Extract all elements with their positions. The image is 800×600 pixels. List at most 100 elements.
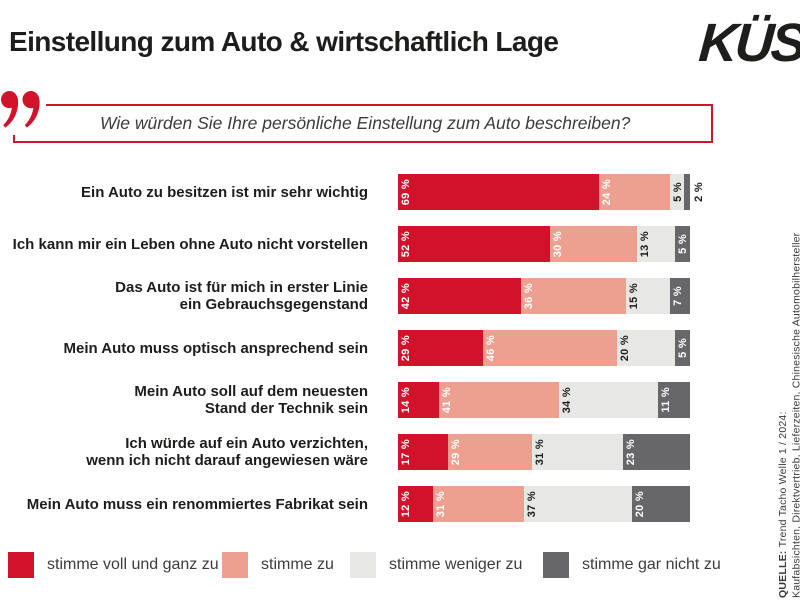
- source-note: QUELLE: Trend Tacho Welle 1 / 2024: Kauf…: [777, 140, 800, 598]
- legend-item: stimme weniger zu: [350, 552, 522, 578]
- source-line-2: Kaufabsichten, Direktvertrieb, Lieferzei…: [790, 232, 800, 598]
- stacked-bar: 12 % 31 % 37 % 20 %: [398, 486, 690, 522]
- percent-label: 69 %: [400, 178, 412, 206]
- bar-segment: 52 %: [398, 226, 550, 262]
- legend-swatch: [8, 552, 34, 578]
- legend-item: stimme zu: [222, 552, 334, 578]
- percent-label: 15 %: [627, 282, 640, 310]
- legend: stimme voll und ganz zu stimme zu stimme w…: [0, 552, 800, 582]
- chart-row: Mein Auto soll auf dem neuesten Stand der…: [0, 382, 730, 418]
- question-text: Wie würden Sie Ihre persönliche Einstell…: [100, 113, 631, 133]
- percent-label: 5 %: [671, 182, 684, 202]
- bar-segment: 31 %: [532, 434, 623, 470]
- percent-label-outside: 2 %: [693, 182, 705, 202]
- bar-segment: 36 %: [520, 278, 626, 314]
- percent-label: 20 %: [618, 334, 631, 362]
- legend-item: stimme gar nicht zu: [543, 552, 721, 578]
- bar-segment: 14 %: [398, 382, 439, 418]
- category-label: Ich kann mir ein Leben ohne Auto nicht v…: [12, 235, 368, 253]
- legend-label: stimme gar nicht zu: [582, 556, 721, 573]
- legend-label: stimme voll und ganz zu: [47, 556, 219, 573]
- bar-segment: 5 %: [675, 330, 690, 366]
- bar-segment: 29 %: [398, 330, 483, 366]
- legend-label: stimme weniger zu: [389, 556, 523, 573]
- percent-label: 31 %: [435, 490, 448, 518]
- stacked-bar: 69 % 24 % 5 %: [398, 174, 690, 210]
- stacked-bar: 14 % 41 % 34 % 11 %: [398, 382, 690, 418]
- bar-segment: 5 %: [675, 226, 690, 262]
- legend-swatch: [222, 552, 248, 578]
- percent-label: 30 %: [551, 230, 564, 258]
- kues-logo: KÜS: [696, 13, 800, 73]
- chart-row: Ich kann mir ein Leben ohne Auto nicht v…: [0, 226, 730, 262]
- bar-segment: 23 %: [622, 434, 690, 470]
- stacked-bar: 42 % 36 % 15 % 7 %: [398, 278, 690, 314]
- bar-segment: 7 %: [669, 278, 690, 314]
- bar-segment: 24 %: [599, 174, 670, 210]
- question-box: Wie würden Sie Ihre persönliche Einstell…: [13, 104, 713, 143]
- bar-segment: 13 %: [637, 226, 676, 262]
- chart-row: Ich würde auf ein Auto verzichten, wenn i…: [0, 434, 730, 470]
- bar-segment: 20 %: [631, 486, 690, 522]
- percent-label: 41 %: [440, 386, 453, 414]
- legend-swatch: [543, 552, 569, 578]
- percent-label: 23 %: [624, 438, 637, 466]
- category-label: Ein Auto zu besitzen ist mir sehr wichti…: [81, 183, 368, 201]
- legend-item: stimme voll und ganz zu: [8, 552, 219, 578]
- bar-segment: 31 %: [433, 486, 524, 522]
- percent-label: 34 %: [560, 386, 573, 414]
- percent-label: 7 %: [671, 286, 684, 306]
- bar-segment: 46 %: [482, 330, 617, 366]
- quote-mark-icon: [1, 91, 40, 128]
- percent-label: 29 %: [449, 438, 462, 466]
- category-label: Mein Auto muss optisch ansprechend sein: [63, 339, 369, 357]
- stacked-bar: 17 % 29 % 31 % 23 %: [398, 434, 690, 470]
- category-label: Mein Auto soll auf dem neuesten Stand der…: [134, 383, 368, 417]
- bar-segment: 5 %: [669, 174, 685, 210]
- bar-segment: 30 %: [549, 226, 638, 262]
- category-label: Ich würde auf ein Auto verzichten, wenn i…: [86, 435, 368, 469]
- percent-label: 31 %: [534, 438, 547, 466]
- percent-label: 36 %: [522, 282, 535, 310]
- percent-label: 24 %: [601, 178, 614, 206]
- percent-label: 37 %: [525, 490, 538, 518]
- percent-label: 17 %: [400, 438, 412, 466]
- bar-segment: 15 %: [625, 278, 670, 314]
- percent-label: 52 %: [400, 230, 412, 258]
- chart-row: Ein Auto zu besitzen ist mir sehr wichti…: [0, 174, 730, 210]
- bar-segment: 11 %: [657, 382, 690, 418]
- category-label: Das Auto ist für mich in erster Linie ein…: [115, 279, 368, 313]
- bar-segment: 17 %: [398, 434, 448, 470]
- bar-segment: 29 %: [447, 434, 533, 470]
- page-title: Einstellung zum Auto & wirtschaftlich La…: [9, 26, 559, 57]
- category-label: Mein Auto muss ein renommiertes Fabrikat…: [26, 495, 368, 513]
- bar-segment: 42 %: [398, 278, 521, 314]
- stacked-bar: 52 % 30 % 13 % 5 %: [398, 226, 690, 262]
- percent-label: 42 %: [400, 282, 412, 310]
- source-label: QUELLE:: [777, 550, 789, 598]
- stacked-bar: 29 % 46 % 20 % 5 %: [398, 330, 690, 366]
- bar-segment: 37 %: [523, 486, 632, 522]
- percent-label: 29 %: [400, 334, 412, 362]
- chart-row: Das Auto ist für mich in erster Linie ein…: [0, 278, 730, 314]
- percent-label: 46 %: [484, 334, 497, 362]
- percent-label: 12 %: [400, 490, 412, 518]
- bar-segment: 69 %: [398, 174, 600, 210]
- legend-label: stimme zu: [261, 556, 334, 573]
- chart-row: Mein Auto muss ein renommiertes Fabrikat…: [0, 486, 730, 522]
- percent-label: 5 %: [677, 234, 690, 254]
- percent-label: 20 %: [633, 490, 646, 518]
- bar-segment: 20 %: [616, 330, 676, 366]
- legend-swatch: [350, 552, 376, 578]
- percent-label: 5 %: [677, 338, 690, 358]
- chart-row: Mein Auto muss optisch ansprechend sein 2…: [0, 330, 730, 366]
- percent-label: 13 %: [639, 230, 652, 258]
- bar-segment: 34 %: [558, 382, 658, 418]
- chart-rows: Ein Auto zu besitzen ist mir sehr wichti…: [0, 174, 730, 538]
- percent-label: 14 %: [400, 386, 412, 414]
- bar-segment: 41 %: [438, 382, 559, 418]
- source-line-1: QUELLE: Trend Tacho Welle 1 / 2024:: [777, 411, 789, 598]
- percent-label: 11 %: [659, 387, 672, 413]
- bar-segment: [684, 174, 690, 210]
- bar-segment: 12 %: [398, 486, 434, 522]
